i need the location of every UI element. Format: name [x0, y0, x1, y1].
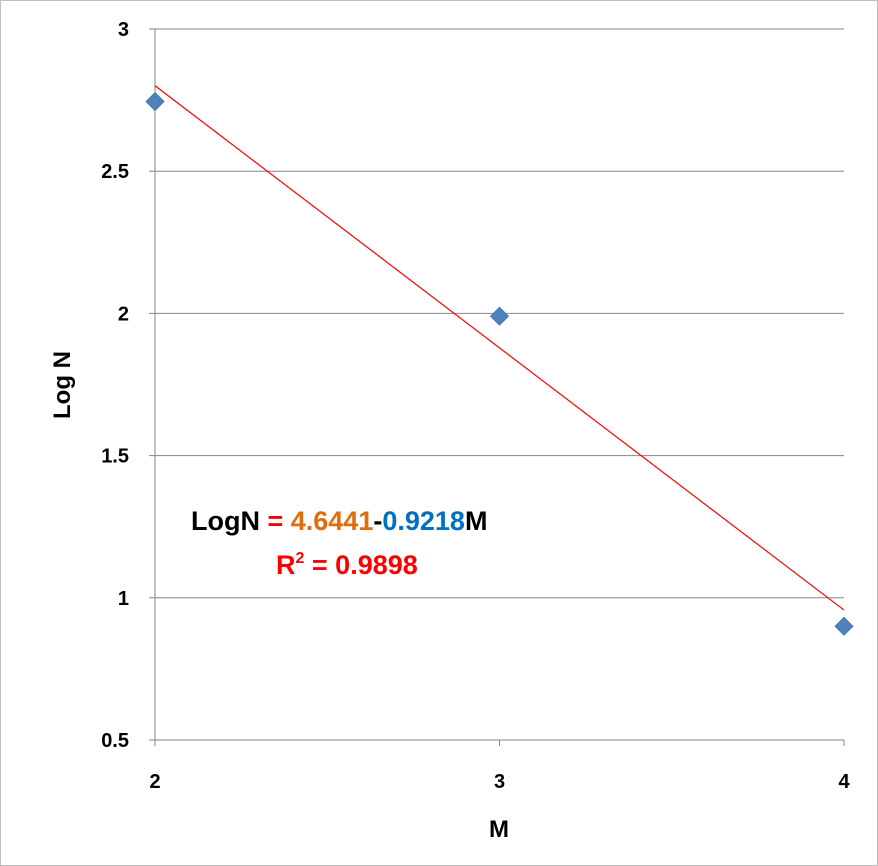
equation-lhs: LogN — [191, 506, 260, 536]
y-tick-label: 2.5 — [101, 161, 129, 183]
y-tick-labels: 0.5 1 1.5 2 2.5 3 — [101, 19, 129, 752]
trendline-equation: LogN = 4.6441-0.9218M — [191, 506, 487, 536]
y-tick-label: 1.5 — [101, 446, 129, 468]
equation-slope: 0.9218 — [382, 506, 465, 536]
r-squared-label: R2 = 0.9898 — [276, 550, 418, 580]
y-tick-label: 1 — [118, 588, 129, 610]
y-tick-label: 3 — [118, 19, 129, 41]
data-point — [834, 616, 854, 636]
x-tick-label: 2 — [149, 771, 160, 793]
equation-variable: M — [465, 506, 488, 536]
equation-minus: - — [373, 506, 382, 536]
data-point — [145, 91, 165, 112]
data-point — [489, 306, 510, 326]
axes — [149, 28, 845, 746]
y-axis-title: Log N — [49, 351, 76, 419]
x-tick-labels: 2 3 4 — [149, 771, 850, 793]
x-axis-title: M — [489, 816, 509, 843]
equation-equals: = — [260, 506, 291, 536]
y-tick-label: 0.5 — [101, 730, 129, 752]
trendline — [154, 85, 845, 611]
y-tick-label: 2 — [118, 303, 129, 325]
gridlines — [155, 28, 844, 599]
data-points — [145, 91, 854, 636]
r-squared-value: = 0.9898 — [304, 550, 417, 580]
r-squared-symbol: R — [276, 550, 296, 580]
trendline-group — [154, 85, 845, 611]
x-tick-label: 4 — [838, 771, 850, 793]
r-squared-superscript: 2 — [296, 550, 305, 567]
equation-intercept: 4.6441 — [291, 506, 374, 536]
x-tick-label: 3 — [494, 771, 505, 793]
